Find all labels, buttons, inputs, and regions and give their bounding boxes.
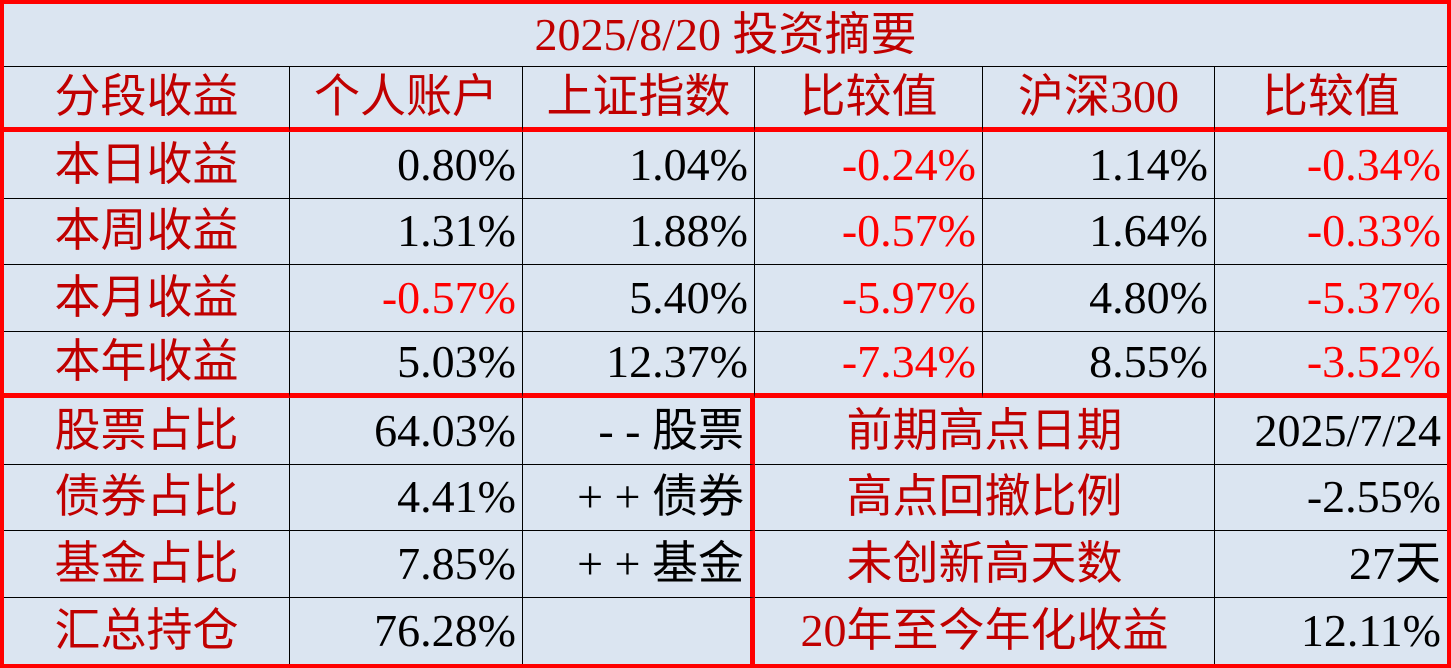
comparison-value-sse: -0.57% xyxy=(755,198,983,265)
personal-account-value: 0.80% xyxy=(290,132,523,199)
allocation-value: 64.03% xyxy=(290,398,523,465)
allocation-label: 债券占比 xyxy=(4,464,290,531)
comparison-value-csi: -0.33% xyxy=(1215,199,1447,265)
row-label: 本年收益 xyxy=(4,331,290,398)
header-comparison-2: 比较值 xyxy=(1215,67,1447,132)
allocation-note xyxy=(523,597,755,664)
header-comparison-1: 比较值 xyxy=(755,67,983,132)
csi300-value: 1.14% xyxy=(983,132,1215,199)
allocation-value: 76.28% xyxy=(290,597,523,664)
allocation-value: 4.41% xyxy=(290,464,523,531)
personal-account-value: 1.31% xyxy=(290,198,523,265)
table-title: 2025/8/20 投资摘要 xyxy=(4,4,1447,67)
sse-index-value: 12.37% xyxy=(523,331,755,398)
summary-value: 27天 xyxy=(1215,531,1447,598)
row-label: 本周收益 xyxy=(4,198,290,265)
csi300-value: 4.80% xyxy=(983,265,1215,332)
comparison-value-csi: -5.37% xyxy=(1215,265,1447,332)
summary-label: 前期高点日期 xyxy=(755,398,1215,465)
personal-account-value: -0.57% xyxy=(290,265,523,332)
row-label: 本日收益 xyxy=(4,132,290,199)
sse-index-value: 1.88% xyxy=(523,198,755,265)
comparison-value-sse: -0.24% xyxy=(755,132,983,199)
summary-value: -2.55% xyxy=(1215,465,1447,531)
allocation-value: 7.85% xyxy=(290,531,523,598)
summary-label: 未创新高天数 xyxy=(755,531,1215,598)
sse-index-value: 1.04% xyxy=(523,132,755,199)
comparison-value-csi: -3.52% xyxy=(1215,332,1447,398)
allocation-label: 股票占比 xyxy=(4,398,290,465)
csi300-value: 1.64% xyxy=(983,198,1215,265)
comparison-value-sse: -7.34% xyxy=(755,331,983,398)
header-personal-account: 个人账户 xyxy=(290,67,523,132)
allocation-label: 汇总持仓 xyxy=(4,597,290,664)
summary-label: 20年至今年化收益 xyxy=(755,597,1215,664)
row-label: 本月收益 xyxy=(4,265,290,332)
allocation-note: + + 基金 xyxy=(523,531,755,598)
summary-value: 2025/7/24 xyxy=(1215,398,1447,465)
personal-account-value: 5.03% xyxy=(290,331,523,398)
sse-index-value: 5.40% xyxy=(523,265,755,332)
summary-value: 12.11% xyxy=(1300,604,1441,656)
summary-label: 高点回撤比例 xyxy=(755,464,1215,531)
comparison-value-sse: -5.97% xyxy=(755,265,983,332)
allocation-note: - - 股票 xyxy=(523,398,755,465)
allocation-label: 基金占比 xyxy=(4,531,290,598)
csi300-value: 8.55% xyxy=(983,331,1215,398)
allocation-note: + + 债券 xyxy=(523,464,755,531)
header-csi300: 沪深300 xyxy=(983,67,1215,132)
header-segment-returns: 分段收益 xyxy=(4,67,290,132)
comparison-value-csi: -0.34% xyxy=(1215,132,1447,199)
header-sse-index: 上证指数 xyxy=(523,67,755,132)
